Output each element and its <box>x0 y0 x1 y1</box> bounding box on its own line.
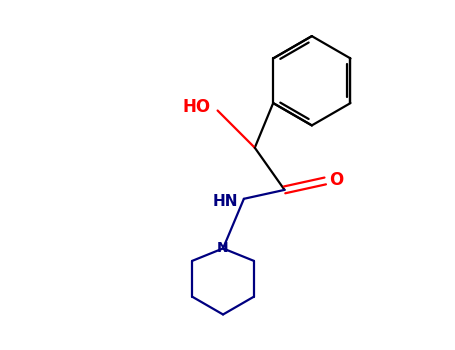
Text: HO: HO <box>183 98 211 116</box>
Text: HN: HN <box>212 194 238 209</box>
Text: N: N <box>217 241 229 255</box>
Text: O: O <box>329 171 343 189</box>
